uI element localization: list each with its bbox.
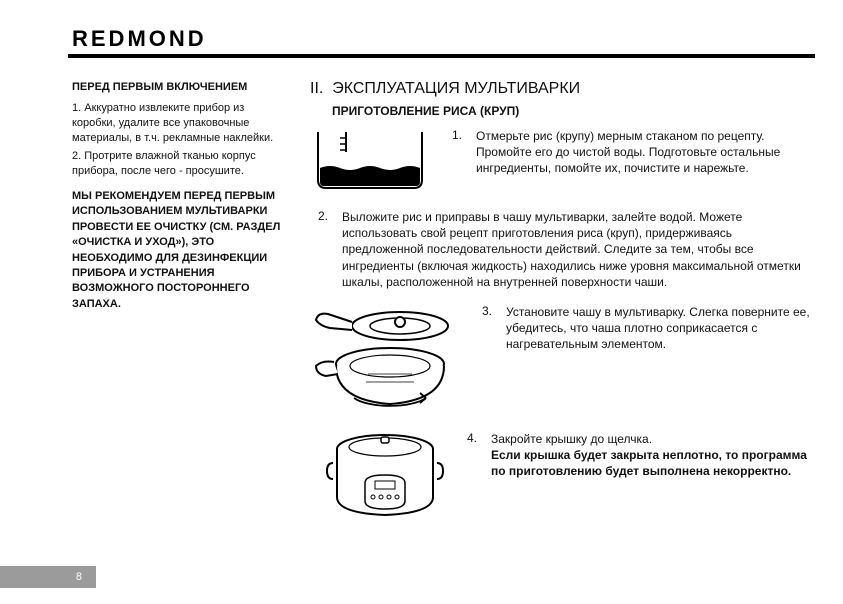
cooker-illustration <box>310 431 445 524</box>
brand-logo: REDMOND <box>72 26 207 52</box>
step-number: 3. <box>474 304 492 318</box>
manual-page: REDMOND ПЕРЕД ПЕРВЫМ ВКЛЮЧЕНИЕМ 1. Аккур… <box>0 0 843 604</box>
step-number: 1. <box>444 128 462 142</box>
bowl-illustration <box>310 128 430 195</box>
step-row: 3. Установите чашу в мультиварку. Слегка… <box>310 304 815 417</box>
list-item: 2. Протрите влажной тканью корпус прибор… <box>72 149 282 179</box>
left-column: ПЕРЕД ПЕРВЫМ ВКЛЮЧЕНИЕМ 1. Аккуратно изв… <box>72 80 282 548</box>
step-text: Закройте крышку до щелчка. Если крышка б… <box>491 431 815 480</box>
step-text: Установите чашу в мультиварку. Слегка по… <box>506 304 815 353</box>
page-number: 8 <box>76 571 82 583</box>
item-number: 2. <box>72 150 81 162</box>
left-heading: ПЕРЕД ПЕРВЫМ ВКЛЮЧЕНИЕМ <box>72 80 282 95</box>
item-text: Протрите влажной тканью корпус прибора, … <box>72 150 256 177</box>
section-title-text: ЭКСПЛУАТАЦИЯ МУЛЬТИВАРКИ <box>332 80 580 97</box>
section-title: II. ЭКСПЛУАТАЦИЯ МУЛЬТИВАРКИ <box>310 80 815 98</box>
step-row: 1. Отмерьте рис (крупу) мерным стаканом … <box>310 128 815 195</box>
step-text: Отмерьте рис (крупу) мерным стаканом по … <box>476 128 815 177</box>
step-text: Выложите рис и приправы в чашу мультивар… <box>342 209 815 290</box>
step4-bold: Если крышка будет закрыта неплотно, то п… <box>491 448 807 478</box>
recommendation-block: МЫ РЕКОМЕНДУЕМ ПЕРЕД ПЕРВЫМ ИСПОЛЬЗОВАНИ… <box>72 189 282 312</box>
item-text: Аккуратно извлеките прибор из коробки, у… <box>72 102 273 144</box>
section-number: II. <box>310 80 323 97</box>
step4-line1: Закройте крышку до щелчка. <box>491 432 652 446</box>
right-column: II. ЭКСПЛУАТАЦИЯ МУЛЬТИВАРКИ ПРИГОТОВЛЕН… <box>310 80 815 548</box>
header-rule <box>68 54 815 58</box>
step-row: 4. Закройте крышку до щелчка. Если крышк… <box>310 431 815 524</box>
section-subtitle: ПРИГОТОВЛЕНИЕ РИСА (КРУП) <box>332 104 815 118</box>
content-area: ПЕРЕД ПЕРВЫМ ВКЛЮЧЕНИЕМ 1. Аккуратно изв… <box>72 80 815 548</box>
lid-bowl-illustration <box>310 304 460 417</box>
step-row: 2. Выложите рис и приправы в чашу мульти… <box>310 209 815 290</box>
item-number: 1. <box>72 102 81 114</box>
page-number-tab: 8 <box>0 566 96 588</box>
step-number: 4. <box>459 431 477 445</box>
step-number: 2. <box>310 209 328 223</box>
list-item: 1. Аккуратно извлеките прибор из коробки… <box>72 101 282 146</box>
